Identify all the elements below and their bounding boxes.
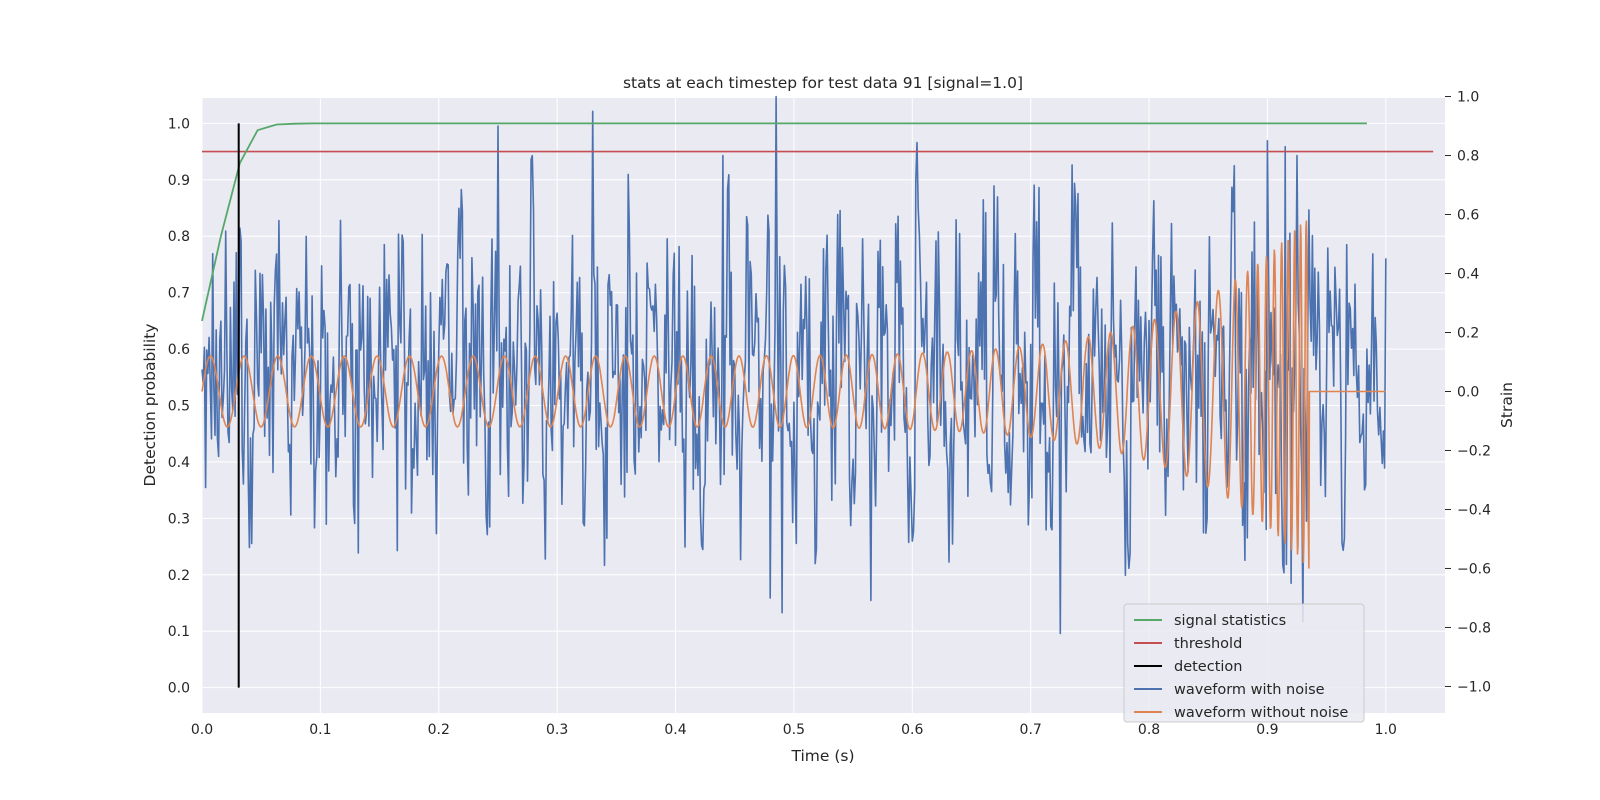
y-left-tick-label: 0.2 bbox=[168, 568, 190, 584]
y-right-tick-label: −0.2 bbox=[1457, 443, 1491, 459]
x-axis-label: Time (s) bbox=[790, 747, 854, 765]
y-left-tick-label: 0.6 bbox=[168, 342, 190, 358]
x-tick-label: 0.1 bbox=[309, 722, 331, 738]
y-left-tick-label: 0.9 bbox=[168, 173, 190, 189]
series-layer bbox=[201, 95, 1434, 688]
y-right-tick-label: −0.6 bbox=[1457, 561, 1491, 577]
y-left-tick-label: 0.5 bbox=[168, 399, 190, 415]
legend-label: waveform with noise bbox=[1174, 682, 1325, 698]
y-axis-label-left: Detection probability bbox=[141, 324, 159, 487]
x-tick-label: 0.0 bbox=[191, 722, 213, 738]
y-right-tick-label: 0.4 bbox=[1457, 267, 1479, 283]
legend: signal statistics threshold detection wavef… bbox=[1123, 603, 1365, 723]
y-left-tick-label: 0.4 bbox=[168, 455, 190, 471]
y-right-tick-label: 0.6 bbox=[1457, 208, 1479, 224]
series-line-waveform-without-noise bbox=[201, 220, 1387, 569]
y-right-tick-label: −0.8 bbox=[1457, 620, 1491, 636]
y-left-tick-label: 0.8 bbox=[168, 229, 190, 245]
axes-layer: 0.0 0.1 0.2 0.3 0.4 0.5 0.6 0.7 0.8 0.9 1.0 0.0 0.1 0… bbox=[168, 90, 1491, 738]
legend-label: threshold bbox=[1174, 636, 1242, 652]
legend-label: signal statistics bbox=[1174, 613, 1286, 629]
x-tick-label: 0.8 bbox=[1138, 722, 1160, 738]
x-tick-label: 1.0 bbox=[1375, 722, 1397, 738]
legend-label: waveform without noise bbox=[1174, 705, 1348, 721]
x-tick-label: 0.5 bbox=[783, 722, 805, 738]
y-right-tick-label: 0.2 bbox=[1457, 325, 1479, 341]
series-line-waveform-with-noise bbox=[201, 95, 1387, 635]
y-right-tick-label: 0.0 bbox=[1457, 384, 1479, 400]
y-right-tick-label: 0.8 bbox=[1457, 149, 1479, 165]
x-tick-label: 0.6 bbox=[901, 722, 923, 738]
y-left-tick-label: 0.0 bbox=[168, 681, 190, 697]
x-tick-label: 0.7 bbox=[1020, 722, 1042, 738]
x-tick-label: 0.3 bbox=[546, 722, 568, 738]
y-right-tick-label: −1.0 bbox=[1457, 679, 1491, 695]
y-right-tick-label: 1.0 bbox=[1457, 90, 1479, 106]
x-tick-label: 0.4 bbox=[664, 722, 686, 738]
y-right-tick-label: −0.4 bbox=[1457, 502, 1491, 518]
legend-label: detection bbox=[1174, 659, 1242, 675]
y-left-tick-label: 1.0 bbox=[168, 116, 190, 132]
x-tick-label: 0.2 bbox=[428, 722, 450, 738]
legend-box bbox=[1123, 603, 1365, 723]
y-axis-label-right: Strain bbox=[1498, 382, 1516, 428]
chart-title: stats at each timestep for test data 91 … bbox=[623, 74, 1023, 92]
y-left-tick-label: 0.1 bbox=[168, 624, 190, 640]
y-left-tick-label: 0.3 bbox=[168, 511, 190, 527]
series-line-signal-statistics bbox=[201, 122, 1367, 322]
y-left-tick-label: 0.7 bbox=[168, 286, 190, 302]
x-tick-label: 0.9 bbox=[1256, 722, 1278, 738]
